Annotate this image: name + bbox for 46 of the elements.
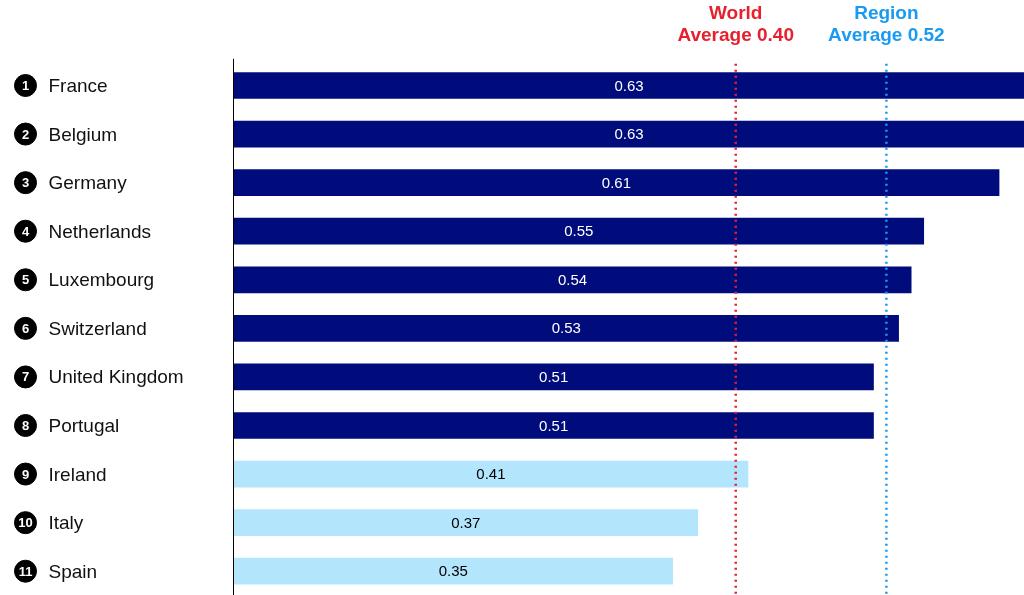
- bar: [233, 412, 874, 439]
- data-label: 0.37: [451, 513, 481, 531]
- data-label: 0.54: [557, 270, 588, 288]
- data-label: 0.53: [551, 319, 581, 337]
- y-tick-label: Ireland: [48, 463, 107, 485]
- bar: [233, 266, 912, 294]
- data-label: 0.63: [614, 76, 644, 94]
- bar: [233, 169, 1000, 196]
- data-label: 0.61: [601, 173, 632, 191]
- data-label: 0.41: [476, 465, 506, 483]
- text: 1: [21, 78, 30, 93]
- data-label: 0.55: [564, 222, 594, 240]
- text: 3: [21, 175, 30, 191]
- y-tick-label: Switzerland: [48, 317, 147, 339]
- bar: [233, 72, 1024, 99]
- data-label: 0.51: [539, 367, 569, 385]
- y-tick-label: United Kingdom: [48, 366, 184, 388]
- text: 8: [21, 418, 30, 433]
- text: 2: [21, 126, 30, 142]
- y-tick-label: Italy: [48, 512, 84, 534]
- y-tick-label: Germany: [48, 172, 128, 194]
- ref-line-label: Region Average 0.52: [828, 2, 945, 45]
- data-label: 0.63: [614, 125, 644, 143]
- text: 9: [21, 466, 30, 482]
- bar: [233, 217, 925, 245]
- y-tick-label: Luxembourg: [48, 269, 155, 291]
- text: 6: [21, 320, 30, 336]
- y-tick-label: Belgium: [48, 123, 118, 145]
- text: 5: [21, 272, 30, 288]
- y-tick-label: Netherlands: [48, 220, 151, 242]
- ref-line-label: World Average 0.40: [677, 2, 794, 45]
- y-tick-label: France: [48, 75, 108, 96]
- bar: [233, 363, 874, 391]
- y-tick-label: Portugal: [48, 415, 120, 436]
- text: 10: [18, 515, 33, 531]
- bar: [233, 315, 899, 342]
- y-tick-label: Spain: [48, 560, 98, 582]
- bar: [233, 557, 673, 585]
- bar: [233, 509, 699, 536]
- text: 4: [21, 223, 30, 239]
- data-label: 0.51: [539, 416, 569, 434]
- text: 7: [21, 369, 30, 385]
- data-label: 0.35: [438, 562, 468, 580]
- bar: [233, 460, 749, 488]
- bar: [233, 120, 1024, 148]
- text: 11: [18, 563, 33, 579]
